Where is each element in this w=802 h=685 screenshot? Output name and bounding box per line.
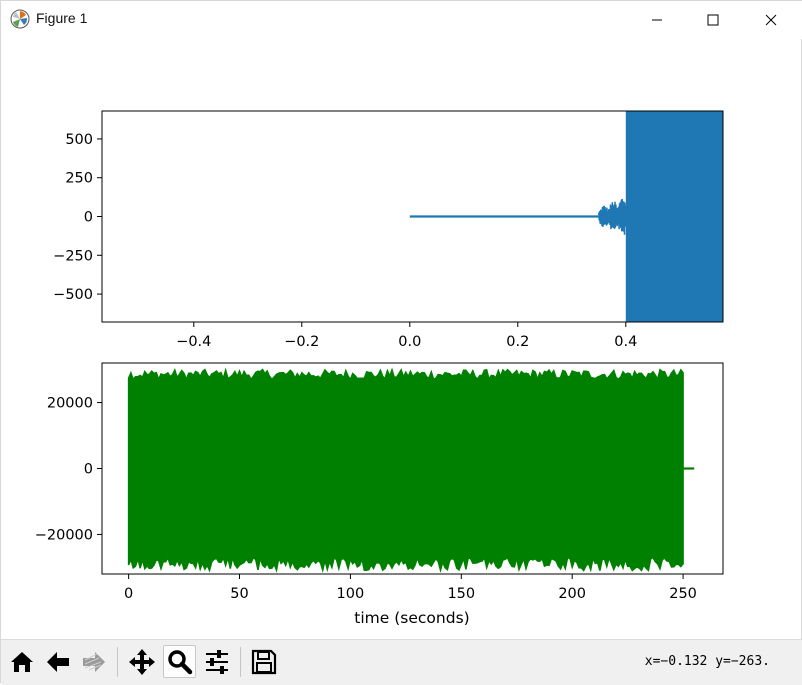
minimize-button[interactable]: [634, 1, 680, 39]
x-tick-label: 150: [447, 586, 475, 602]
sliders-icon: [205, 649, 228, 674]
zoom-button[interactable]: [163, 645, 196, 678]
maximize-button[interactable]: [690, 1, 736, 39]
bottom-axes: 0 50 100 150 200 250 20000 0 −20000: [35, 362, 724, 602]
arrow-left-icon: [46, 651, 69, 672]
pan-button[interactable]: [125, 645, 158, 678]
series-line: [409, 111, 723, 322]
window-title: Figure 1: [36, 10, 88, 26]
matplotlib-logo-icon: [10, 9, 30, 29]
back-button[interactable]: [41, 645, 74, 678]
series-segment-envelope: [127, 367, 684, 574]
bottom-axes-xlabel: time (seconds): [354, 609, 469, 627]
y-tick-label: 250: [65, 171, 93, 187]
save-button[interactable]: [247, 645, 280, 678]
figure-canvas[interactable]: −0.4 −0.2 0.0 0.2 0.4 500 250 0 −250 −500 0 50 100 1…: [1, 39, 802, 637]
y-tick-label: 20000: [47, 396, 93, 412]
title-bar: Figure 1: [1, 1, 802, 39]
magnifier-icon: [167, 649, 192, 674]
floppy-disk-icon: [251, 649, 276, 674]
cursor-coordinates: x=−0.132 y=−263.: [644, 654, 770, 669]
y-tick-label: 0: [84, 210, 93, 226]
y-tick-label: 0: [84, 462, 93, 478]
x-tick-label: 50: [230, 586, 248, 602]
close-button[interactable]: [748, 1, 794, 39]
toolbar-separator: [117, 647, 118, 677]
x-tick-label: 0.4: [614, 334, 637, 350]
x-tick-label: 0.0: [398, 334, 421, 350]
toolbar-separator: [240, 647, 241, 677]
configure-subplots-button[interactable]: [200, 645, 233, 678]
forward-button[interactable]: [77, 645, 110, 678]
x-tick-label: 200: [558, 586, 586, 602]
x-tick-label: −0.4: [176, 334, 211, 350]
x-tick-label: 0.2: [506, 334, 529, 350]
arrow-right-icon: [82, 651, 105, 672]
maximize-icon: [707, 14, 719, 26]
navigation-toolbar: x=−0.132 y=−263.: [1, 639, 802, 685]
home-button[interactable]: [5, 645, 38, 678]
series-segment-saturated: [625, 111, 723, 322]
x-tick-label: 250: [669, 586, 697, 602]
y-tick-label: −20000: [35, 527, 93, 543]
x-tick-label: 0: [124, 586, 133, 602]
y-tick-label: 500: [65, 132, 93, 148]
x-tick-label: 100: [337, 586, 365, 602]
series-segment-oscillation: [598, 198, 627, 235]
y-tick-label: −250: [53, 248, 93, 264]
series-line: [127, 367, 695, 574]
y-tick-label: −500: [53, 287, 93, 303]
x-tick-label: −0.2: [284, 334, 319, 350]
home-icon: [10, 651, 33, 672]
top-axes: −0.4 −0.2 0.0 0.2 0.4 500 250 0 −250 −500: [53, 110, 724, 350]
close-icon: [765, 14, 777, 26]
move-icon: [128, 648, 155, 675]
minimize-icon: [652, 19, 662, 21]
